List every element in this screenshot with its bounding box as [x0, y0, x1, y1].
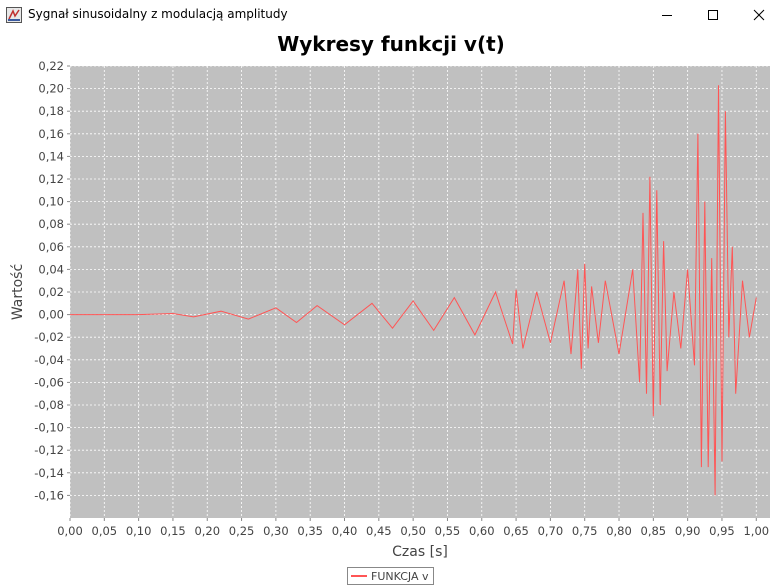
x-tick-label: 0,35 — [297, 524, 323, 538]
x-tick-label: 0,50 — [400, 524, 426, 538]
x-tick-label: 0,00 — [57, 524, 83, 538]
minimize-button[interactable] — [644, 0, 690, 30]
x-tick-label: 0,95 — [709, 524, 735, 538]
y-tick-label: -0,04 — [34, 353, 64, 367]
maximize-button[interactable] — [690, 0, 736, 30]
legend-swatch — [351, 575, 367, 577]
x-tick-label: 0,10 — [126, 524, 152, 538]
x-tick-label: 0,65 — [503, 524, 529, 538]
y-tick-label: -0,06 — [34, 375, 64, 389]
x-tick-label: 0,55 — [435, 524, 461, 538]
x-tick-label: 0,20 — [194, 524, 220, 538]
y-tick-label: 0,12 — [38, 172, 64, 186]
series-line-funkcja-v — [70, 85, 757, 496]
x-tick-label: 0,45 — [366, 524, 392, 538]
y-tick-label: 0,08 — [38, 217, 64, 231]
y-tick-label: 0,22 — [38, 59, 64, 73]
x-tick-label: 0,80 — [606, 524, 632, 538]
minimize-icon — [662, 15, 672, 16]
java-app-icon — [6, 7, 22, 23]
y-tick-label: 0,02 — [38, 285, 64, 299]
x-tick-label: 0,70 — [538, 524, 564, 538]
x-tick-label: 0,75 — [572, 524, 598, 538]
x-tick-label: 0,30 — [263, 524, 289, 538]
y-tick-label: 0,18 — [38, 104, 64, 118]
x-tick-label: 0,05 — [92, 524, 118, 538]
y-tick-label: -0,14 — [34, 466, 64, 480]
y-tick-label: 0,06 — [38, 240, 64, 254]
y-axis-label: Wartość — [10, 264, 26, 320]
chart-title: Wykresy funkcji v(t) — [277, 32, 505, 56]
y-tick-label: -0,02 — [34, 330, 64, 344]
y-tick-label: 0,10 — [38, 195, 64, 209]
y-tick-label: -0,16 — [34, 488, 64, 502]
close-icon — [753, 9, 765, 21]
close-button[interactable] — [736, 0, 782, 30]
y-tick-label: -0,10 — [34, 421, 64, 435]
x-tick-label: 1,00 — [743, 524, 769, 538]
legend: FUNKCJA v — [347, 567, 435, 585]
x-tick-label: 0,40 — [332, 524, 358, 538]
y-axis: -0,16 -0,14 -0,12 -0,10 -0,08 -0,06 -0,04 -0,02… — [34, 59, 70, 502]
y-tick-label: 0,00 — [38, 308, 64, 322]
y-tick-label: 0,04 — [38, 262, 64, 276]
y-tick-label: 0,16 — [38, 127, 64, 141]
title-bar: Sygnał sinusoidalny z modulacją amplitud… — [0, 0, 782, 30]
maximize-icon — [708, 10, 718, 20]
x-axis: 0,00 0,05 0,10 0,15 0,20 0,25 0,30 0,35 0,40 0,45… — [57, 518, 769, 538]
window-title: Sygnał sinusoidalny z modulacją amplitud… — [28, 7, 288, 21]
y-tick-label: 0,20 — [38, 82, 64, 96]
x-tick-label: 0,90 — [675, 524, 701, 538]
x-tick-label: 0,15 — [160, 524, 186, 538]
grid — [69, 65, 770, 518]
y-tick-label: -0,12 — [34, 443, 64, 457]
x-tick-label: 0,25 — [229, 524, 255, 538]
x-tick-label: 0,60 — [469, 524, 495, 538]
y-tick-label: 0,14 — [38, 149, 64, 163]
y-tick-label: -0,08 — [34, 398, 64, 412]
legend-label: FUNKCJA v — [371, 569, 429, 583]
x-tick-label: 0,85 — [641, 524, 667, 538]
x-axis-label: Czas [s] — [392, 544, 448, 560]
